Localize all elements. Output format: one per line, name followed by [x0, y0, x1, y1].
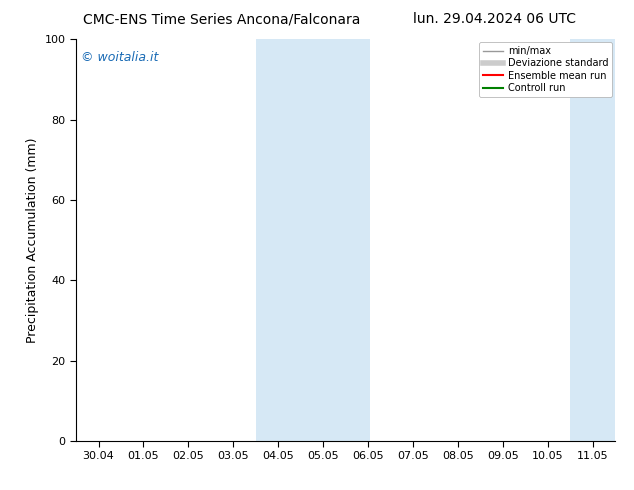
Text: © woitalia.it: © woitalia.it	[81, 51, 159, 64]
Bar	[570, 39, 628, 441]
Text: CMC-ENS Time Series Ancona/Falconara: CMC-ENS Time Series Ancona/Falconara	[83, 12, 361, 26]
Bar	[256, 39, 370, 441]
Y-axis label: Precipitation Accumulation (mm): Precipitation Accumulation (mm)	[26, 137, 39, 343]
Legend: min/max, Deviazione standard, Ensemble mean run, Controll run: min/max, Deviazione standard, Ensemble m…	[479, 42, 612, 97]
Text: lun. 29.04.2024 06 UTC: lun. 29.04.2024 06 UTC	[413, 12, 576, 26]
